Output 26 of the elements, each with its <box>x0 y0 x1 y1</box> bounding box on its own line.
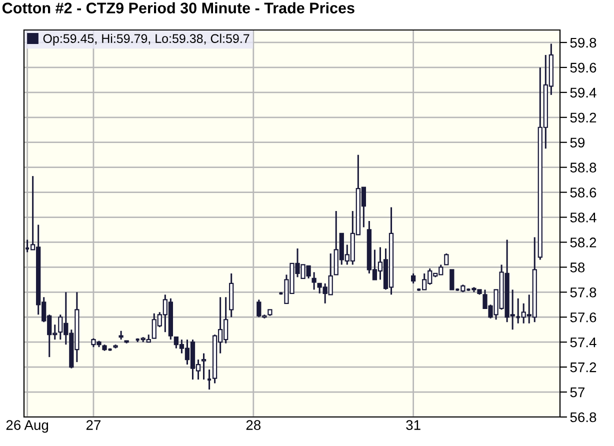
x-tick-label: 31 <box>406 420 420 430</box>
candlestick <box>444 252 449 266</box>
y-tick-label: 57.2 <box>570 362 596 372</box>
x-tick-label: 27 <box>86 420 101 430</box>
y-tick-label: 59.6 <box>570 62 596 73</box>
y-tick-label: 57.4 <box>570 338 596 348</box>
candlestick <box>410 272 416 284</box>
y-tick-label: 58.2 <box>570 238 596 248</box>
y-tick-label: 59.2 <box>570 112 596 123</box>
y-tick-label: 59.8 <box>570 38 596 48</box>
y-tick-label: 59 <box>570 138 585 148</box>
x-tick-label: 28 <box>246 420 261 430</box>
candlestick <box>312 271 316 290</box>
x-tick-label: 26 Aug <box>6 420 48 433</box>
y-tick-label: 59.4 <box>570 88 596 98</box>
y-tick-label: 57.6 <box>570 312 596 322</box>
legend-label: Op:59.45, Hi:59.79, Lo:59.38, Cl:59.7 <box>43 34 250 46</box>
y-tick-label: 57.8 <box>570 287 596 298</box>
y-tick-label: 58.4 <box>570 212 596 222</box>
y-tick-label: 58.6 <box>570 188 596 198</box>
candlestick <box>201 352 206 380</box>
y-tick-label: 57 <box>570 388 584 398</box>
y-tick-label: 56.8 <box>570 412 596 422</box>
y-tick-label: 58 <box>570 262 585 272</box>
y-tick-label: 58.8 <box>570 162 596 172</box>
chart-title: Cotton #2 - CTZ9 Period 30 Minute - Trade Prices <box>2 2 354 14</box>
